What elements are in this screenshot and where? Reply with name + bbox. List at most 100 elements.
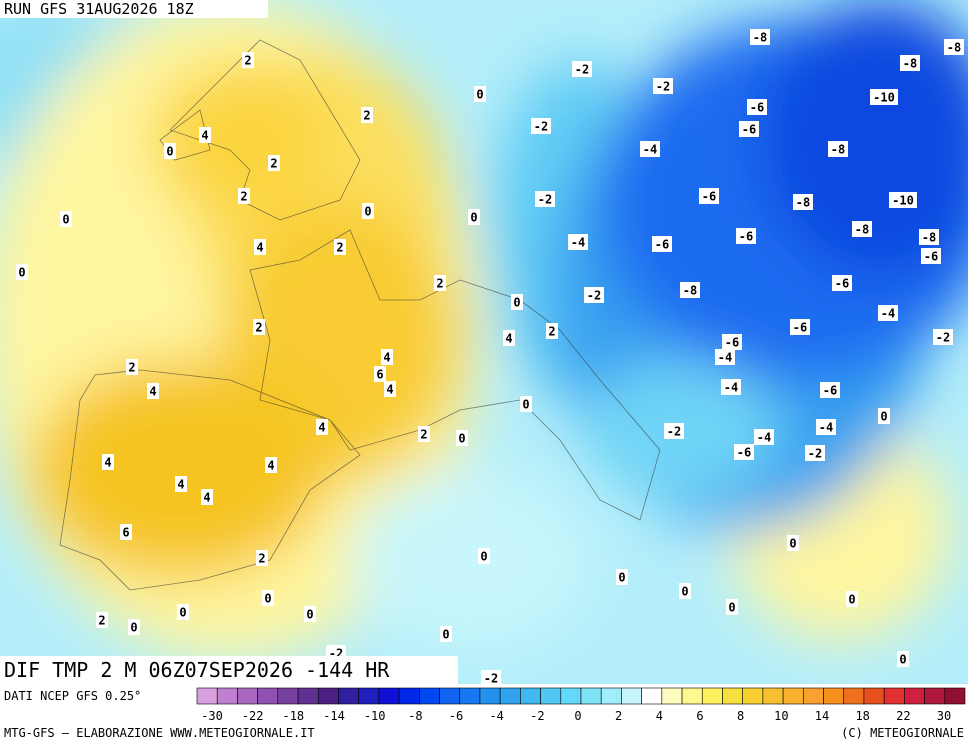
label-box (361, 107, 373, 123)
contour-label: 4 (383, 351, 390, 365)
label-box (456, 430, 468, 446)
label-box (889, 192, 917, 208)
colorbar-swatch (338, 687, 359, 705)
label-box (944, 39, 964, 55)
colorbar-swatch (479, 687, 501, 705)
contour-label: 2 (436, 277, 443, 291)
colorbar-swatch (843, 687, 865, 705)
colorbar-tick-label: -14 (323, 709, 345, 723)
contour-label: -8 (903, 57, 917, 71)
contour-label: -6 (739, 230, 753, 244)
label-box (531, 118, 551, 134)
contour-label: -2 (936, 331, 950, 345)
contour-label: 0 (306, 608, 313, 622)
colorbar-swatch (742, 687, 764, 705)
label-box (921, 248, 941, 264)
label-box (535, 191, 555, 207)
contour-label: 2 (244, 54, 251, 68)
contour-label: -4 (571, 236, 585, 250)
label-box (16, 264, 28, 280)
contour-label: 2 (420, 428, 427, 442)
colorbar-swatch (540, 687, 562, 705)
label-box (481, 670, 501, 686)
header-box (0, 0, 268, 18)
contour-label: -4 (718, 351, 732, 365)
contour-label: -2 (656, 80, 670, 94)
label-box (715, 349, 735, 365)
contour-label: 0 (522, 398, 529, 412)
contour-label: -4 (757, 431, 771, 445)
colorbar-swatch (398, 687, 420, 705)
colorbar-tick-label: 6 (696, 709, 703, 723)
colorbar-swatch (600, 687, 622, 705)
colorbar-swatch (257, 687, 279, 705)
label-box (832, 275, 852, 291)
label-box (254, 239, 266, 255)
label-box (546, 323, 558, 339)
contour-label: 0 (442, 628, 449, 642)
colorbar-tick-label: -8 (408, 709, 422, 723)
colorbar-tick-label: -6 (449, 709, 463, 723)
label-box (846, 591, 858, 607)
colorbar-swatch (297, 687, 319, 705)
label-box (384, 381, 396, 397)
colorbar: -30 -22 -18 -14 -10 -8 -6 -4 -2 0 2 4 6 8 10 14 18 22 30 (196, 687, 966, 723)
contour-label: -6 (737, 446, 751, 460)
colorbar-tick-label: 10 (774, 709, 788, 723)
colorbar-tick-label: -18 (282, 709, 304, 723)
label-box (933, 329, 953, 345)
label-box (919, 229, 939, 245)
colorbar-swatch (378, 687, 400, 705)
label-box (754, 429, 774, 445)
contour-label: -2 (808, 447, 822, 461)
colorbar-swatch (641, 687, 663, 705)
colorbar-tick-label: 18 (855, 709, 869, 723)
label-box (164, 143, 176, 159)
contour-label: 0 (364, 205, 371, 219)
label-box (790, 319, 810, 335)
contour-label: 2 (336, 241, 343, 255)
label-box (734, 444, 754, 460)
colorbar-swatch (803, 687, 824, 705)
contour-label: 0 (513, 296, 520, 310)
contour-label: 2 (548, 325, 555, 339)
label-box (787, 535, 799, 551)
contour-label: -8 (796, 196, 810, 210)
label-box (726, 599, 738, 615)
contour-label: 4 (201, 129, 208, 143)
label-box (878, 305, 898, 321)
contour-label: 2 (270, 157, 277, 171)
label-box (739, 121, 759, 137)
label-box (870, 89, 898, 105)
colorbar-tick-label: 4 (656, 709, 663, 723)
credit: MTG-GFS — ELABORAZIONE WWW.METEOGIORNALE… (4, 726, 315, 740)
map-title: DIF TMP 2 M 06Z07SEP2026 -144 HR (4, 658, 390, 682)
label-box (736, 228, 756, 244)
colorbar-swatch (944, 687, 966, 705)
colorbar-tick-label: 2 (615, 709, 622, 723)
contour-label: 2 (363, 109, 370, 123)
label-box (478, 548, 490, 564)
contour-label: -6 (702, 190, 716, 204)
colorbar-swatch (520, 687, 541, 705)
label-box (568, 234, 588, 250)
contour-label: 0 (62, 213, 69, 227)
label-box (147, 383, 159, 399)
contour-label: -6 (655, 238, 669, 252)
label-box (334, 239, 346, 255)
colorbar-swatch (317, 687, 339, 705)
colorbar-tick-label: 22 (896, 709, 910, 723)
label-box (126, 359, 138, 375)
label-box (721, 379, 741, 395)
contour-label: -8 (753, 31, 767, 45)
contour-label: -6 (793, 321, 807, 335)
label-box (897, 651, 909, 667)
contour-label: 0 (848, 593, 855, 607)
colorbar-swatch (863, 687, 885, 705)
colorbar-swatch (459, 687, 481, 705)
colorbar-swatch (216, 687, 238, 705)
label-box (102, 454, 114, 470)
contour-label: -4 (724, 381, 738, 395)
contour-label: 0 (480, 550, 487, 564)
